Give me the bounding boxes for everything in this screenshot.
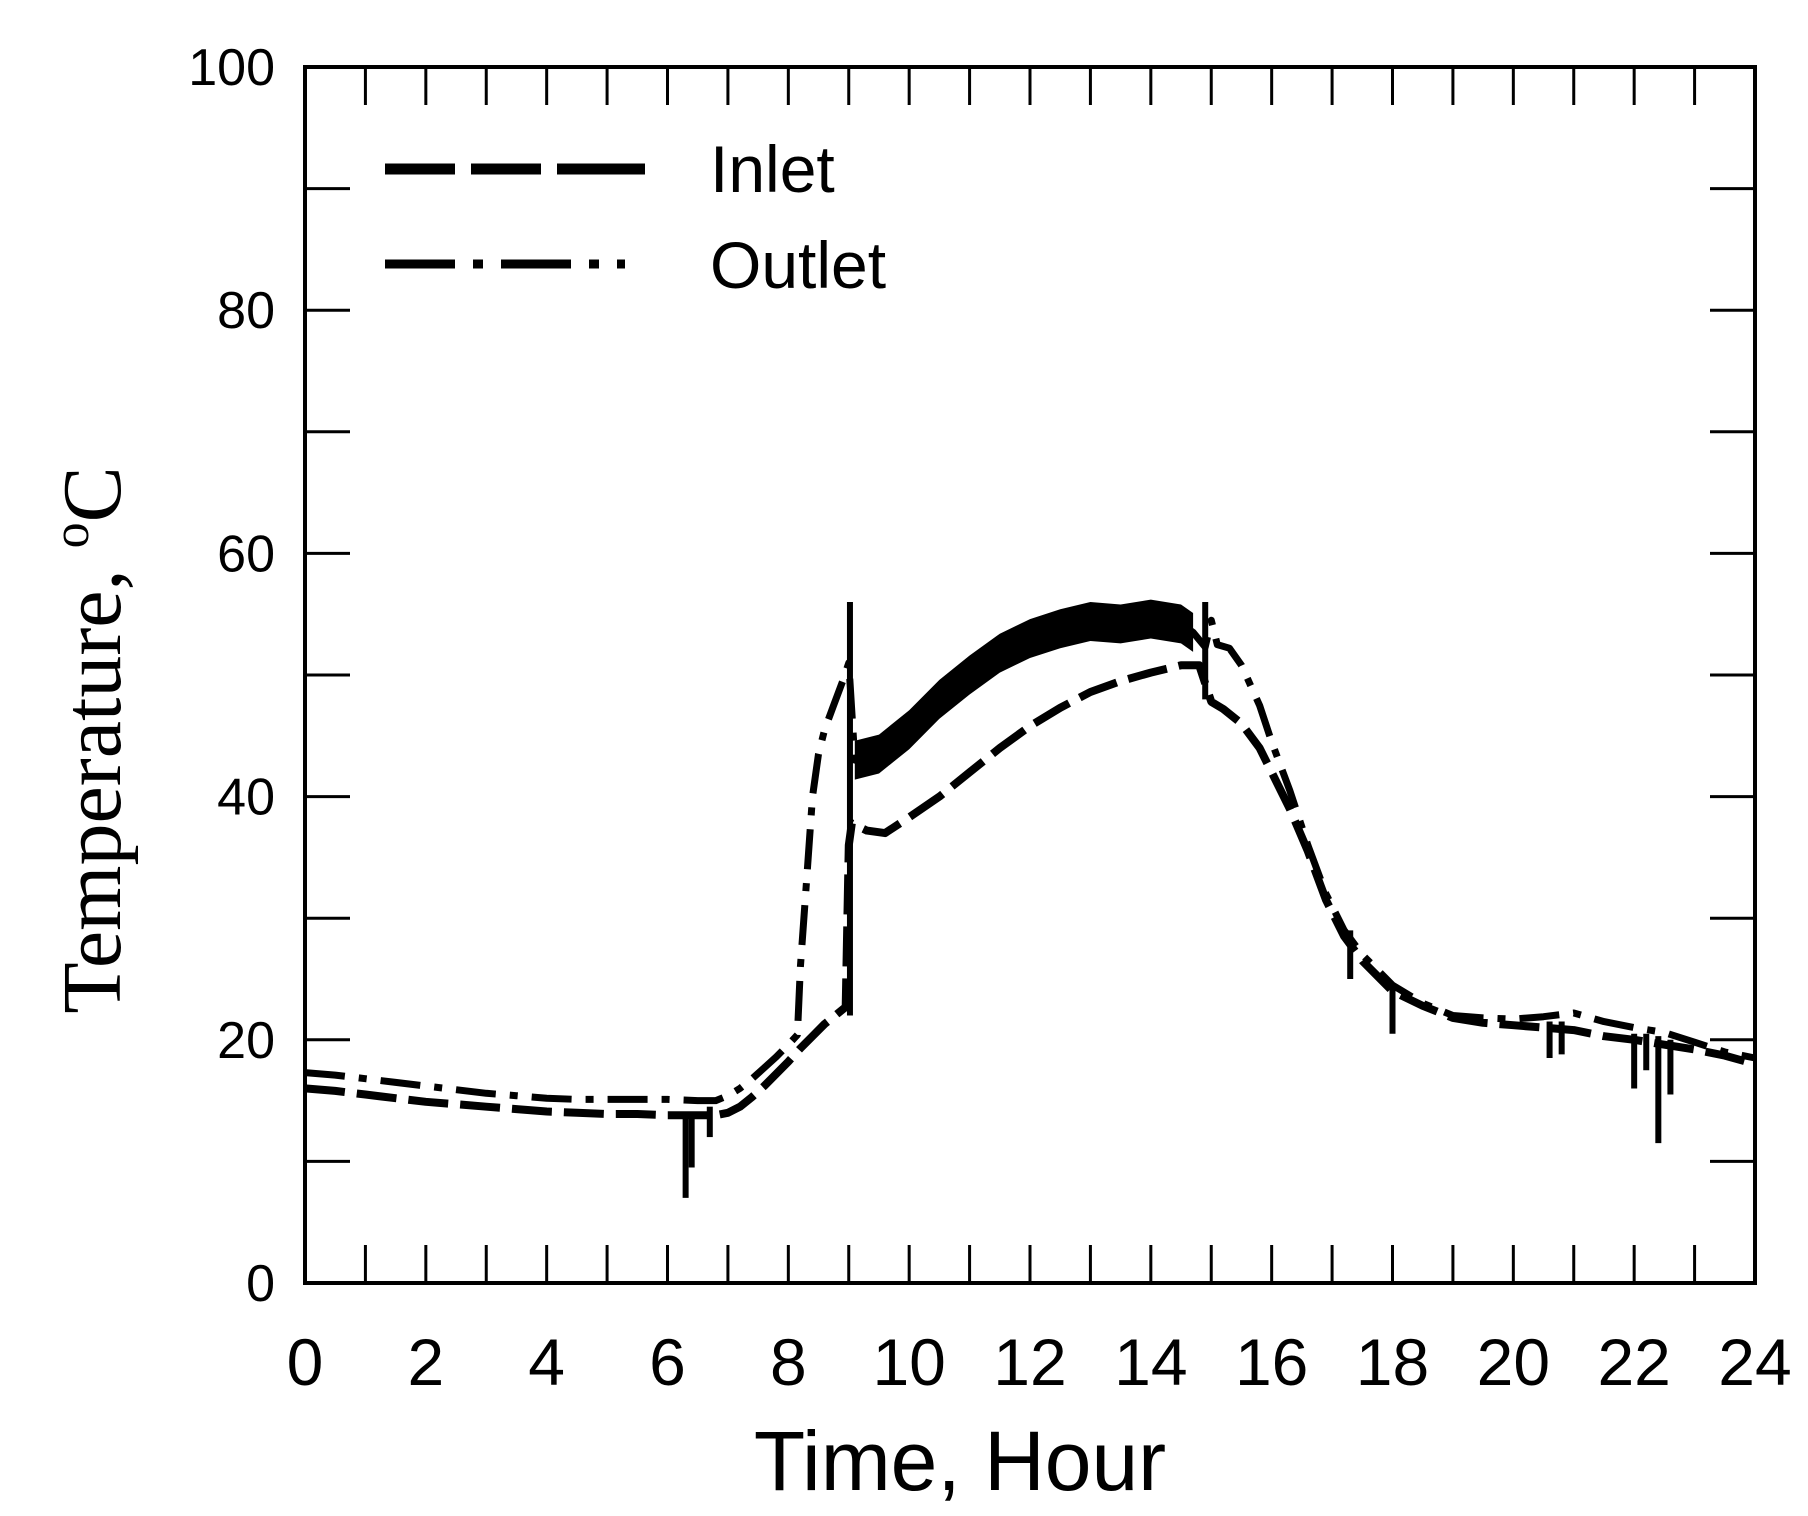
x-tick-label: 18 [1356, 1325, 1429, 1399]
x-tick-label: 22 [1597, 1325, 1670, 1399]
outlet-noise-band [854, 599, 1194, 780]
spike-layer [682, 602, 1674, 1198]
plot-frame [303, 65, 1757, 1285]
x-tick-labels: 0 2 4 6 8 10 12 14 16 18 20 22 24 [287, 1325, 1792, 1399]
legend-outlet-label: Outlet [710, 228, 886, 302]
x-tick-label: 4 [528, 1325, 565, 1399]
x-tick-label: 2 [407, 1325, 444, 1399]
y-axis-title-main: Temperature, [46, 548, 139, 1013]
tick-marks [305, 67, 1755, 1283]
x-tick-label: 16 [1235, 1325, 1308, 1399]
y-tick-label: 0 [246, 1255, 275, 1313]
series-line-inlet [304, 661, 1757, 1120]
y-axis-title-text: Temperature, oC [43, 466, 139, 1013]
x-tick-label: 6 [649, 1325, 686, 1399]
x-axis-title: Time, Hour [754, 1414, 1166, 1508]
y-tick-label: 20 [217, 1012, 275, 1070]
y-tick-label: 60 [217, 525, 275, 583]
x-tick-label: 20 [1477, 1325, 1550, 1399]
y-axis-title-superscript: o [43, 522, 100, 548]
x-tick-label: 10 [872, 1325, 945, 1399]
series-line-outlet [304, 615, 1756, 1105]
y-tick-labels: 0 20 40 60 80 100 [188, 39, 275, 1313]
x-tick-label: 0 [287, 1325, 324, 1399]
y-axis-title-unit: C [46, 466, 139, 522]
legend: Inlet Outlet [385, 132, 886, 302]
legend-inlet-label: Inlet [710, 132, 835, 206]
x-tick-label: 8 [770, 1325, 807, 1399]
y-axis-title: Temperature, oC [43, 466, 139, 1013]
y-tick-label: 100 [188, 39, 275, 97]
y-tick-label: 80 [217, 282, 275, 340]
x-tick-label: 14 [1114, 1325, 1187, 1399]
series-layer [304, 599, 1757, 1120]
x-tick-label: 24 [1718, 1325, 1791, 1399]
y-tick-label: 40 [217, 769, 275, 827]
x-tick-label: 12 [993, 1325, 1066, 1399]
